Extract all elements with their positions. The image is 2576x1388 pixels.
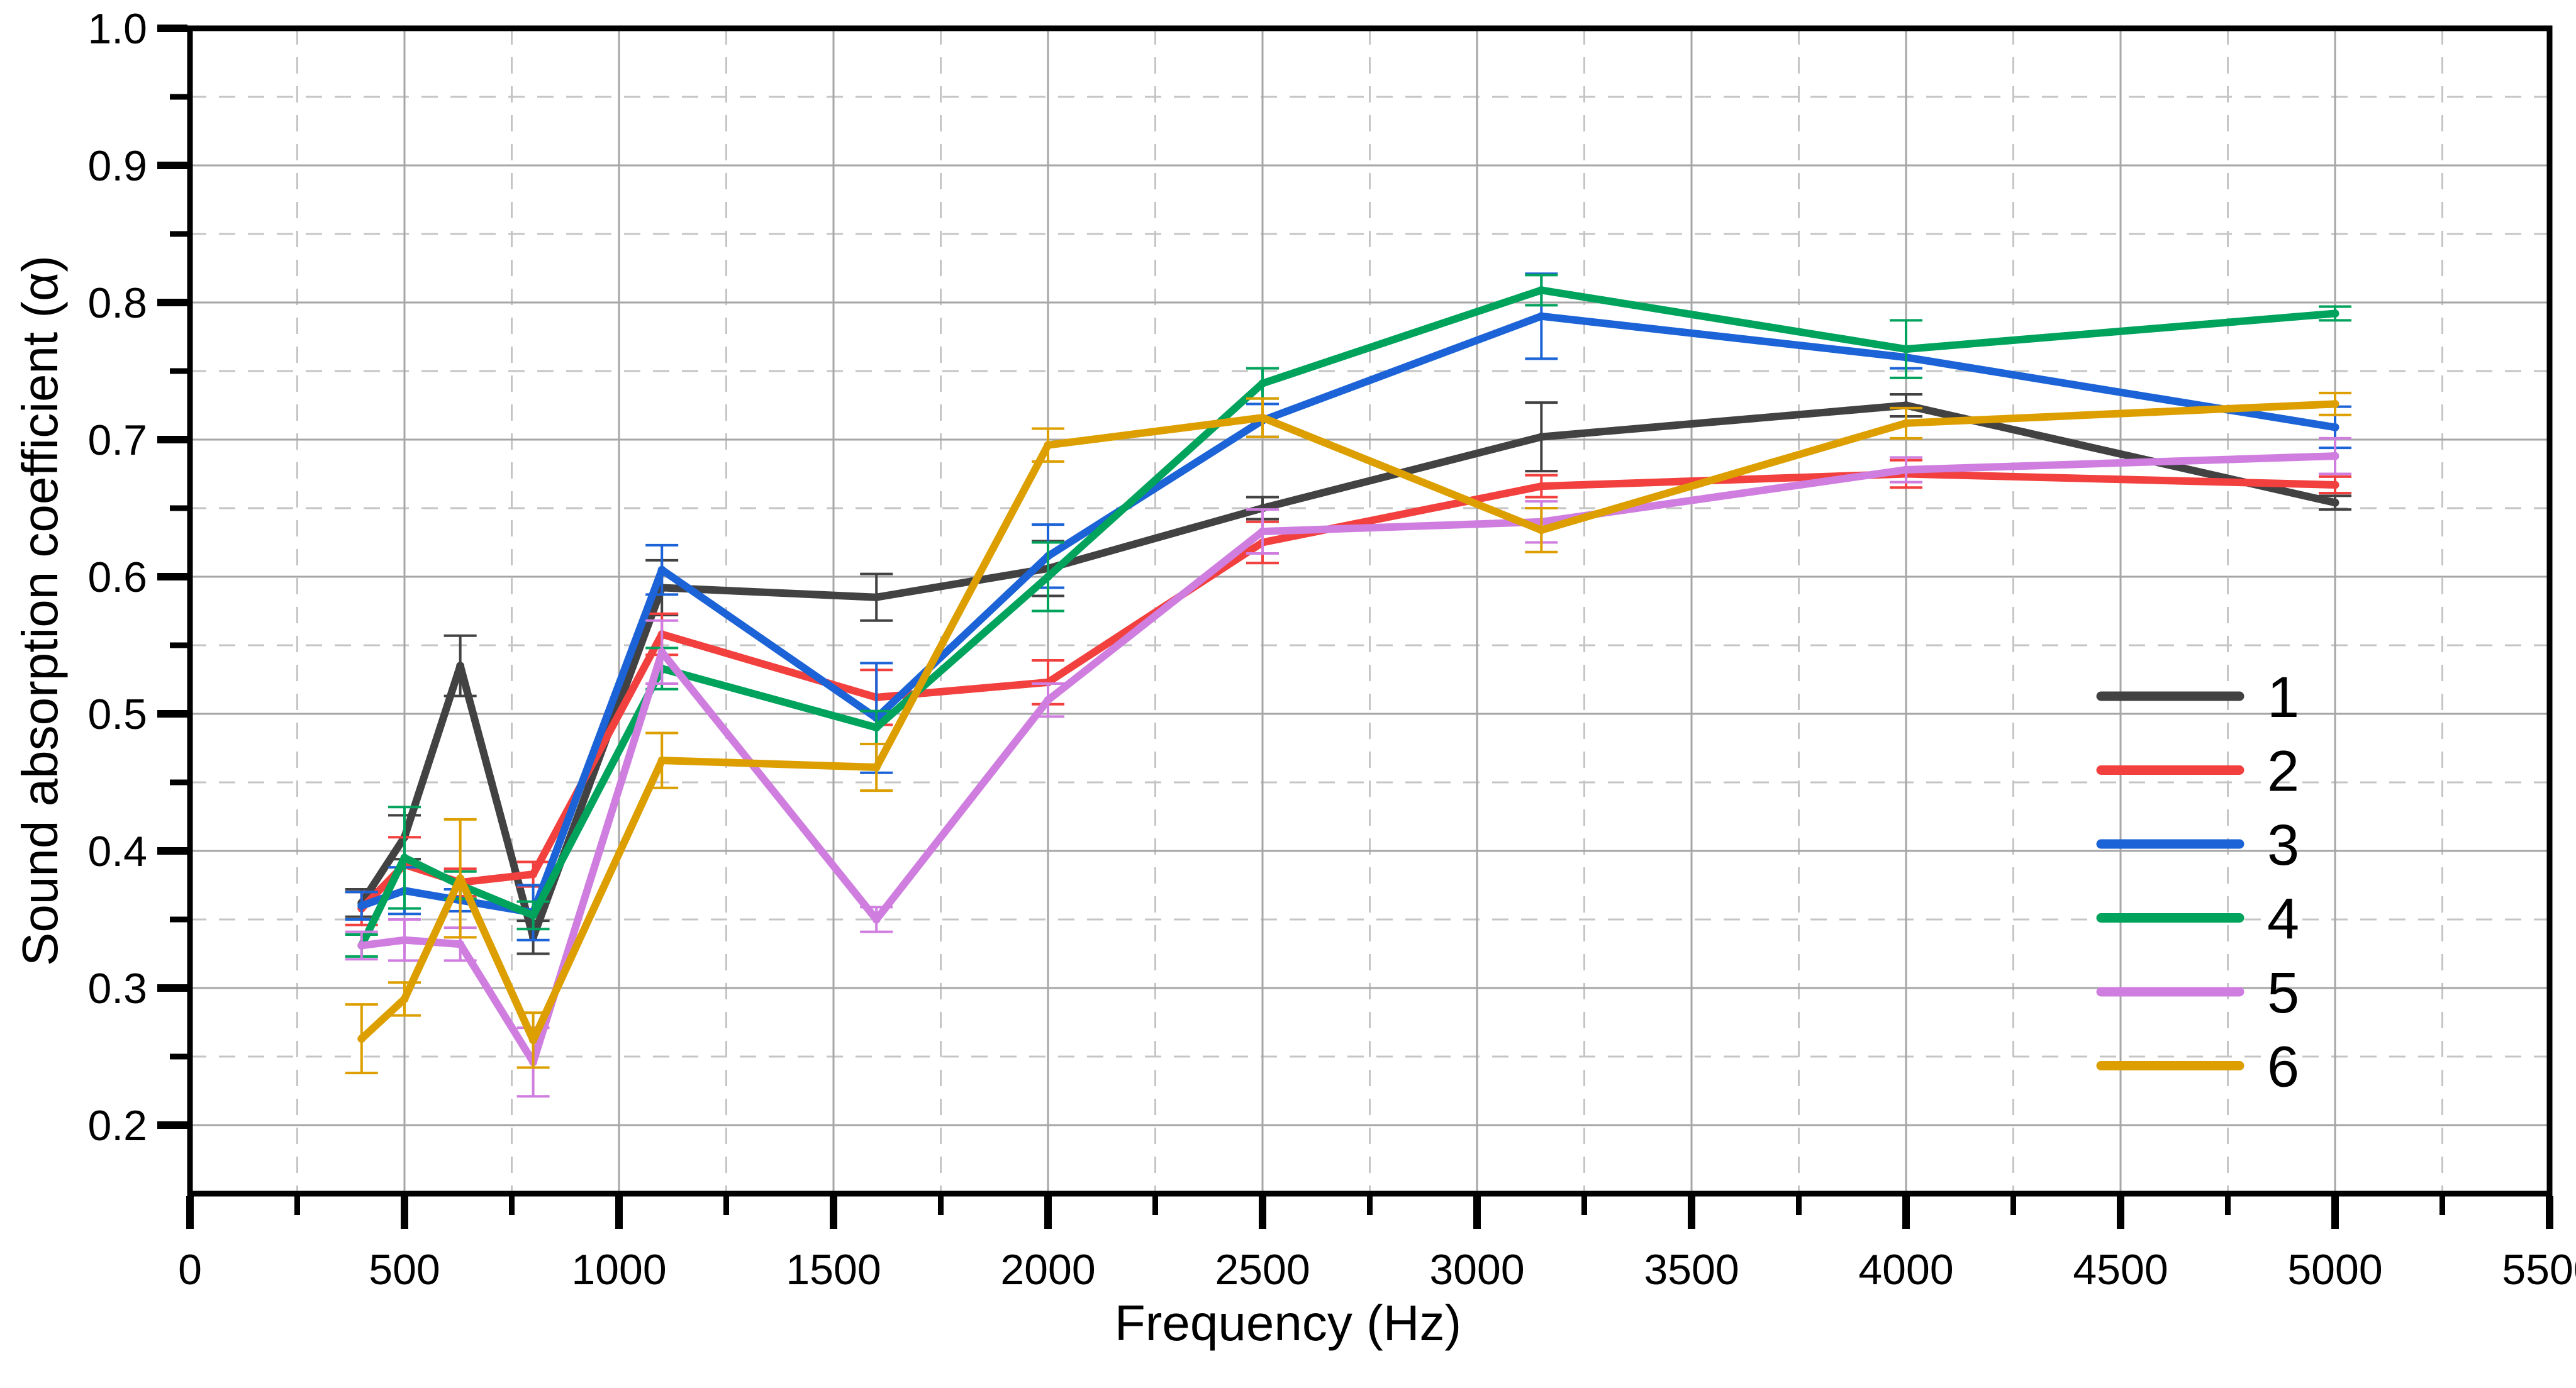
data-point <box>657 565 666 574</box>
x-tick-label: 4000 <box>1858 1246 1953 1294</box>
data-point <box>357 901 366 910</box>
y-tick-label: 0.4 <box>87 828 147 875</box>
y-tick-label: 1.0 <box>87 5 147 53</box>
data-point <box>872 593 881 602</box>
data-point <box>400 994 409 1003</box>
data-point <box>872 763 881 772</box>
legend-item-5: 5 <box>2096 961 2299 1025</box>
x-tick-label: 3500 <box>1644 1246 1739 1294</box>
y-tick-label: 0.6 <box>87 553 147 601</box>
x-tick-label: 0 <box>178 1246 202 1294</box>
data-point <box>1044 572 1052 581</box>
data-point <box>1258 527 1267 536</box>
y-tick-label: 0.2 <box>87 1102 147 1150</box>
data-point <box>2331 423 2339 431</box>
y-axis-title: Sound absorption coefficient (α) <box>12 255 68 966</box>
y-tick-label: 0.8 <box>87 279 147 327</box>
data-point <box>2331 498 2339 507</box>
data-point <box>529 1036 538 1045</box>
legend-item-6: 6 <box>2096 1035 2299 1099</box>
data-point <box>2331 309 2339 318</box>
y-tick-label: 0.3 <box>87 965 147 1013</box>
data-point <box>872 915 881 924</box>
data-point <box>456 940 465 948</box>
y-tick-label: 0.9 <box>87 142 147 190</box>
data-point <box>657 648 666 657</box>
data-point <box>357 941 366 950</box>
x-tick-label: 2500 <box>1215 1246 1310 1294</box>
data-point <box>400 853 409 862</box>
x-tick-label: 500 <box>369 1246 440 1294</box>
data-point <box>1044 441 1052 450</box>
series-6 <box>345 391 2351 1075</box>
data-point <box>1258 379 1267 388</box>
data-point <box>2331 452 2339 460</box>
data-point <box>2331 480 2339 489</box>
x-tick-label: 1000 <box>571 1246 666 1294</box>
data-point <box>456 874 465 883</box>
data-point <box>529 911 538 919</box>
series-3 <box>345 272 2351 941</box>
x-axis-title: Frequency (Hz) <box>1114 1295 1462 1351</box>
x-tick-label: 1500 <box>786 1246 881 1294</box>
data-point <box>529 870 538 879</box>
data-point <box>1902 345 1910 353</box>
x-tick-label: 4500 <box>2073 1246 2168 1294</box>
y-tick-label: 0.5 <box>87 691 147 738</box>
x-tick-label: 2000 <box>1000 1246 1095 1294</box>
legend-label: 3 <box>2267 813 2299 877</box>
data-point <box>1902 465 1910 474</box>
legend-item-3: 3 <box>2096 813 2299 877</box>
legend-item-1: 1 <box>2096 665 2299 730</box>
data-point <box>357 1035 366 1043</box>
data-point <box>1537 312 1546 321</box>
data-point <box>872 723 881 732</box>
legend-label: 4 <box>2267 887 2299 952</box>
series-line-2 <box>357 470 2339 913</box>
legend-item-4: 4 <box>2096 887 2299 952</box>
legend-item-2: 2 <box>2096 740 2299 804</box>
data-point <box>1258 413 1267 422</box>
legend-label: 5 <box>2267 961 2299 1025</box>
data-point <box>1902 419 1910 428</box>
legend-label: 2 <box>2267 740 2299 804</box>
data-point <box>1537 526 1546 535</box>
series-line-6 <box>357 400 2339 1044</box>
series-5 <box>345 436 2351 1098</box>
x-tick-label: 3000 <box>1429 1246 1524 1294</box>
data-point <box>1537 433 1546 441</box>
series-line-5 <box>357 452 2339 1066</box>
data-point <box>400 936 409 945</box>
legend-label: 6 <box>2267 1035 2299 1099</box>
series-4 <box>345 274 2351 958</box>
y-tick-label: 0.7 <box>87 416 147 464</box>
plot-frame <box>187 25 2553 1197</box>
data-point <box>456 662 465 670</box>
legend-label: 1 <box>2267 665 2299 730</box>
data-point <box>657 756 666 765</box>
data-point <box>1537 286 1546 294</box>
x-tick-label: 5000 <box>2287 1246 2382 1294</box>
data-point <box>2331 399 2339 408</box>
data-point <box>1044 696 1052 704</box>
data-point <box>1537 482 1546 491</box>
